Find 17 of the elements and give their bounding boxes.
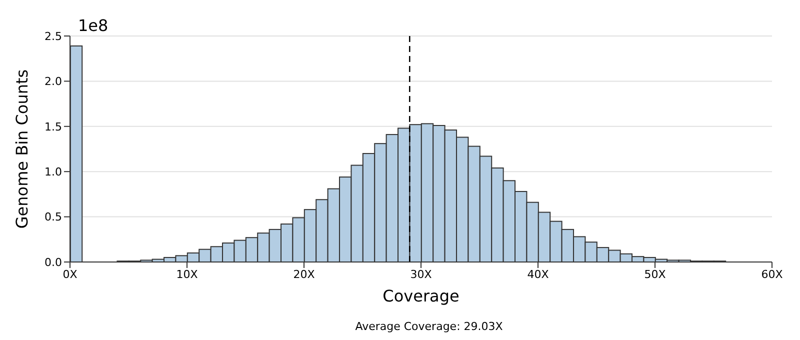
x-tick-label: 40X: [527, 268, 550, 281]
x-tick-label: 50X: [644, 268, 666, 281]
x-tick-label: 60X: [761, 268, 784, 281]
y-tick-label: 0.0: [44, 256, 62, 269]
x-tick-label: 20X: [293, 268, 316, 281]
x-tick-label: 30X: [410, 268, 432, 281]
y-tick-label: 1.0: [44, 166, 62, 179]
x-axis-title: Coverage: [382, 286, 460, 306]
y-tick-label: 1.5: [44, 120, 62, 134]
y-tick-label: 2.0: [44, 75, 62, 88]
y-tick-label: 0.5: [44, 210, 62, 224]
y-axis-title: Genome Bin Counts: [12, 69, 32, 229]
text: Average Coverage: 29.03X: [355, 320, 503, 333]
y-tick-label: 2.5: [44, 30, 62, 43]
x-tick-label: 10X: [176, 268, 198, 281]
x-tick-label: 0X: [62, 268, 78, 281]
text: 1e8: [78, 16, 108, 35]
